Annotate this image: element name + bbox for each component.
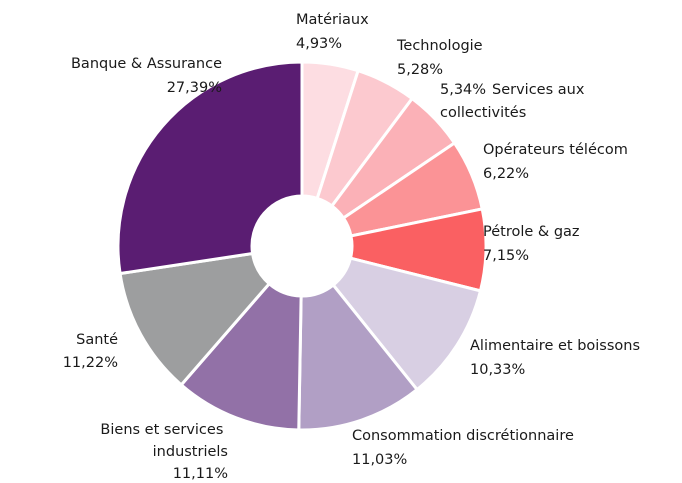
value-label: 11,03% [352,452,407,468]
slice-label: Santé [76,332,118,348]
value-label: 6,22% [483,166,529,182]
slice [297,282,420,432]
value-label: 7,15% [483,248,529,264]
slice [179,281,303,432]
slice-label: Alimentaire et boissons [470,338,640,354]
slice-label: Biens et services industriels [100,422,228,460]
slice-label: Banque & Assurance [71,56,222,72]
slice-label: Opérateurs télécom [483,142,628,158]
slice-label: Services aux collectivités [440,82,589,121]
value-label: 11,22% [63,355,118,371]
value-label: 4,93% [296,36,342,52]
value-label: 11,11% [173,466,228,482]
value-label: 27,39% [167,80,222,96]
slice-label: Pétrole & gaz [483,224,580,240]
value-label: 10,33% [470,362,525,378]
slice [118,251,272,387]
value-label: 5,28% [397,62,443,78]
value-label: 5,34% [440,82,486,98]
slice-label: Matériaux [296,12,369,28]
slice [331,256,483,392]
slice [116,60,304,276]
slice-label: Technologie [396,38,483,54]
slice-label: Consommation discrétionnaire [352,428,574,444]
